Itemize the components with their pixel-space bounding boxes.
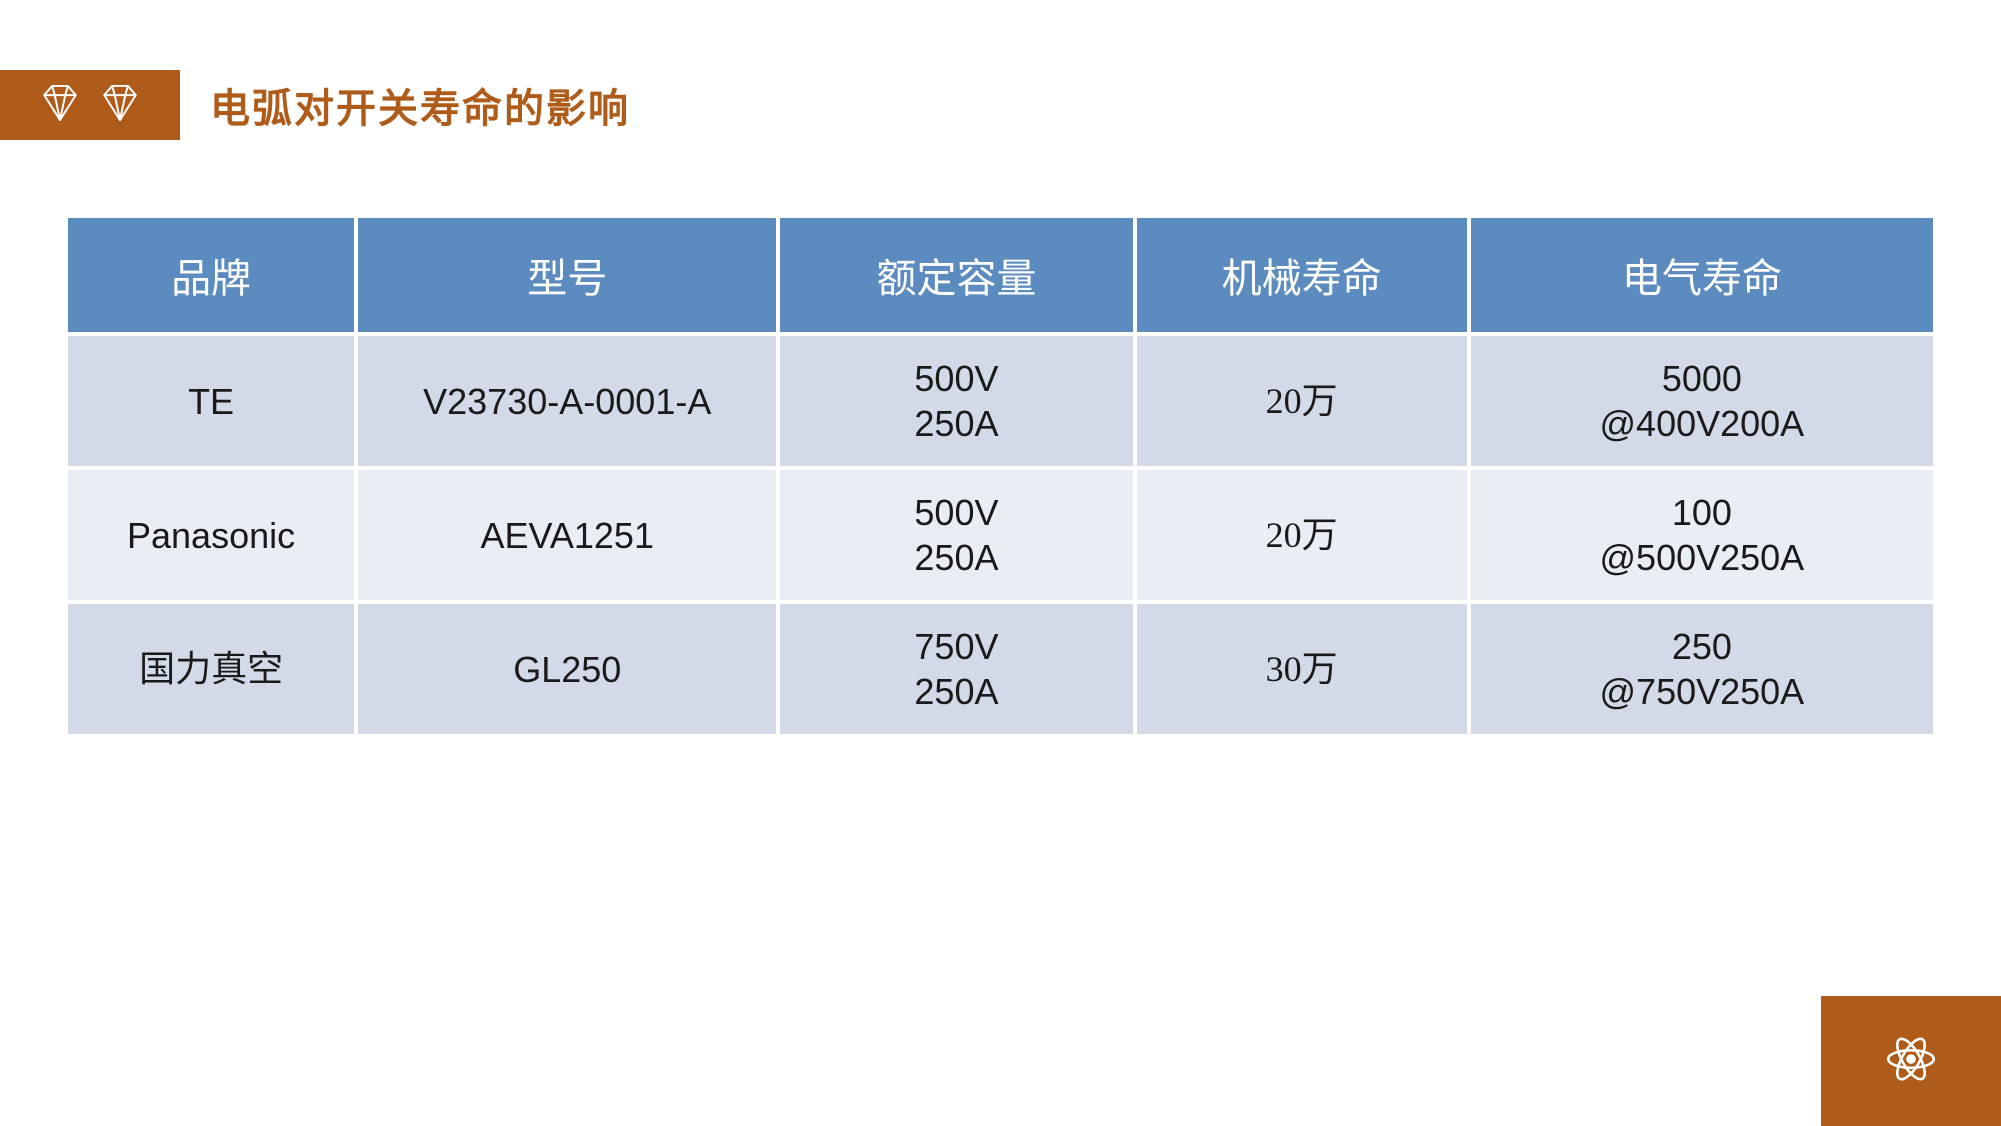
cell-model: AEVA1251 xyxy=(358,470,776,600)
cell-model: V23730-A-0001-A xyxy=(358,336,776,466)
slide: 电弧对开关寿命的影响 品牌 型号 额定容量 机械寿命 电气寿命 TE V2373… xyxy=(0,0,2001,1126)
spec-table: 品牌 型号 额定容量 机械寿命 电气寿命 TE V23730-A-0001-A … xyxy=(64,214,1937,738)
cell-elec-life: 100 @500V250A xyxy=(1471,470,1933,600)
cell-capacity: 500V 250A xyxy=(780,470,1132,600)
table-row: Panasonic AEVA1251 500V 250A 20万 100 @50… xyxy=(68,470,1933,600)
cell-capacity: 500V 250A xyxy=(780,336,1132,466)
cell-mech-life: 30万 xyxy=(1137,604,1467,734)
header-accent-band xyxy=(0,70,180,140)
cell-mech-life: 20万 xyxy=(1137,470,1467,600)
table-row: 国力真空 GL250 750V 250A 30万 250 @750V250A xyxy=(68,604,1933,734)
table-header-row: 品牌 型号 额定容量 机械寿命 电气寿命 xyxy=(68,218,1933,332)
cell-brand: Panasonic xyxy=(68,470,354,600)
cell-capacity: 750V 250A xyxy=(780,604,1132,734)
diamond-icon xyxy=(39,82,81,129)
corner-badge xyxy=(1821,996,2001,1126)
col-mech-life: 机械寿命 xyxy=(1137,218,1467,332)
atom-icon xyxy=(1883,1031,1939,1092)
col-capacity: 额定容量 xyxy=(780,218,1132,332)
table-row: TE V23730-A-0001-A 500V 250A 20万 5000 @4… xyxy=(68,336,1933,466)
cell-model: GL250 xyxy=(358,604,776,734)
cell-brand: 国力真空 xyxy=(68,604,354,734)
page-title: 电弧对开关寿命的影响 xyxy=(210,70,630,140)
col-brand: 品牌 xyxy=(68,218,354,332)
col-elec-life: 电气寿命 xyxy=(1471,218,1933,332)
cell-brand: TE xyxy=(68,336,354,466)
cell-elec-life: 250 @750V250A xyxy=(1471,604,1933,734)
cell-mech-life: 20万 xyxy=(1137,336,1467,466)
diamond-icon xyxy=(99,82,141,129)
cell-elec-life: 5000 @400V200A xyxy=(1471,336,1933,466)
col-model: 型号 xyxy=(358,218,776,332)
